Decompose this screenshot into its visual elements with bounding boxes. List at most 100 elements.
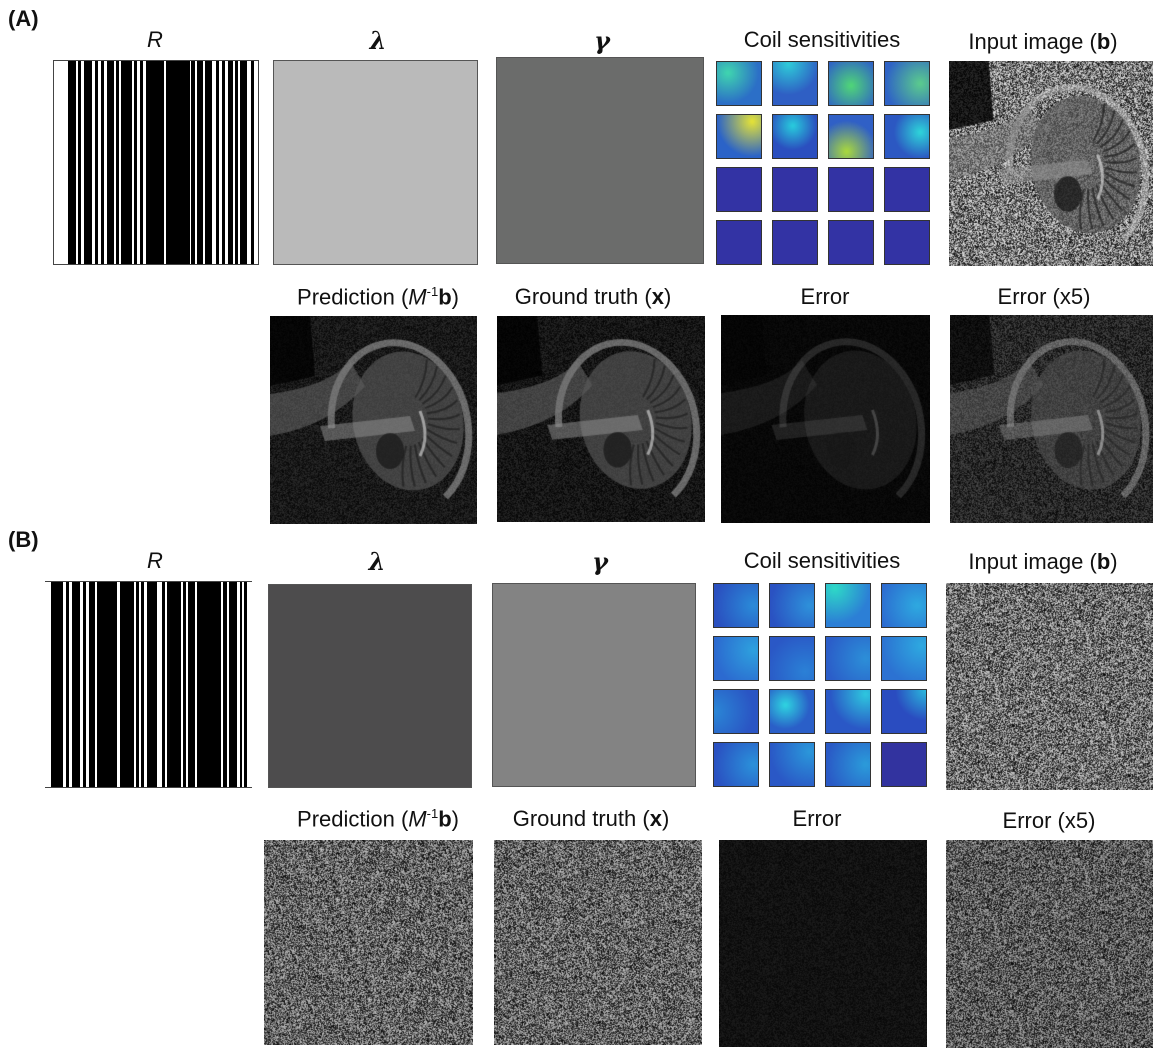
mask-line xyxy=(72,582,80,787)
ground-truth-image xyxy=(497,316,705,522)
mask-line xyxy=(228,61,233,264)
mask-line xyxy=(116,61,119,264)
mask-line xyxy=(167,582,181,787)
title-error-x5: Error (x5) xyxy=(997,284,1091,309)
mask-line xyxy=(240,61,247,264)
title-ground-truth: Ground truth (x) xyxy=(512,806,670,831)
coil-map xyxy=(825,742,871,787)
input-image xyxy=(949,61,1153,266)
title-r: R xyxy=(147,548,163,573)
gamma-map xyxy=(492,583,696,787)
title-gamma: γ xyxy=(594,26,610,55)
mask-line xyxy=(251,61,254,264)
coil-map xyxy=(716,61,762,106)
mask-line xyxy=(83,582,86,787)
coil-map xyxy=(884,167,930,212)
coil-map xyxy=(825,689,871,734)
panel-label: (A) xyxy=(8,6,39,31)
coil-map xyxy=(881,742,927,787)
coil-map xyxy=(713,583,759,628)
mask-line xyxy=(97,582,117,787)
coil-map xyxy=(828,167,874,212)
coil-map xyxy=(884,61,930,106)
mask-line xyxy=(134,61,137,264)
mask-line xyxy=(140,61,143,264)
mask-line xyxy=(222,61,225,264)
coil-map xyxy=(713,636,759,681)
title-prediction: Prediction (M-1b) xyxy=(297,284,459,310)
mask-line xyxy=(84,61,92,264)
title-gamma: γ xyxy=(592,547,608,576)
coil-map xyxy=(828,114,874,159)
mask-line xyxy=(205,61,212,264)
undersampling-mask-r xyxy=(45,581,252,788)
mask-line xyxy=(95,61,98,264)
mask-line xyxy=(240,582,242,787)
mask-line xyxy=(188,582,195,787)
coil-map xyxy=(716,114,762,159)
title-input-image: Input image (b) xyxy=(968,549,1118,574)
coil-map xyxy=(716,220,762,265)
mask-line xyxy=(147,582,157,787)
coil-map xyxy=(772,167,818,212)
mask-line xyxy=(51,582,63,787)
mask-line xyxy=(162,582,165,787)
title-error: Error xyxy=(792,806,842,831)
prediction-image xyxy=(270,316,477,524)
coil-map xyxy=(828,220,874,265)
title-r: R xyxy=(147,27,163,52)
prediction-image xyxy=(264,840,473,1045)
coil-map xyxy=(884,220,930,265)
mask-line xyxy=(223,582,227,787)
coil-map xyxy=(828,61,874,106)
mask-line xyxy=(191,61,195,264)
undersampling-mask-r xyxy=(53,60,259,265)
title-prediction: Prediction (M-1b) xyxy=(297,806,459,832)
title-lambda: λ xyxy=(368,547,386,576)
mask-line xyxy=(68,61,76,264)
mask-line xyxy=(78,61,81,264)
coil-map xyxy=(769,583,815,628)
coil-map xyxy=(825,583,871,628)
coil-map xyxy=(769,689,815,734)
coil-map xyxy=(772,61,818,106)
mask-line xyxy=(121,61,132,264)
coil-map xyxy=(716,167,762,212)
coil-sensitivity-grid xyxy=(716,61,933,265)
mask-line xyxy=(89,582,95,787)
title-input-image: Input image (b) xyxy=(968,29,1118,54)
error-x5-image xyxy=(950,315,1153,523)
mask-line xyxy=(235,61,238,264)
title-error-x5: Error (x5) xyxy=(1002,808,1096,833)
title-coil-sensitivities: Coil sensitivities xyxy=(743,27,901,52)
coil-sensitivity-grid xyxy=(713,583,930,788)
mask-line xyxy=(107,61,114,264)
mask-line xyxy=(197,582,221,787)
gamma-map xyxy=(496,57,704,264)
coil-map xyxy=(881,583,927,628)
error-image xyxy=(719,840,927,1047)
input-image xyxy=(946,583,1153,790)
mask-line xyxy=(120,582,134,787)
coil-map xyxy=(772,114,818,159)
title-error: Error xyxy=(800,284,850,309)
mask-line xyxy=(136,582,139,787)
mask-line xyxy=(229,582,237,787)
coil-map xyxy=(881,636,927,681)
lambda-map xyxy=(273,60,478,265)
mask-line xyxy=(197,61,203,264)
mask-line xyxy=(244,582,247,787)
mask-line xyxy=(141,582,144,787)
mask-line xyxy=(66,582,69,787)
coil-map xyxy=(713,689,759,734)
ground-truth-image xyxy=(494,840,702,1045)
error-image xyxy=(721,315,930,523)
mask-line xyxy=(216,61,219,264)
coil-map xyxy=(884,114,930,159)
error-x5-image xyxy=(946,840,1153,1048)
title-ground-truth: Ground truth (x) xyxy=(514,284,672,309)
title-lambda: λ xyxy=(369,26,387,55)
coil-map xyxy=(825,636,871,681)
title-coil-sensitivities: Coil sensitivities xyxy=(743,548,901,573)
mask-line xyxy=(146,61,164,264)
